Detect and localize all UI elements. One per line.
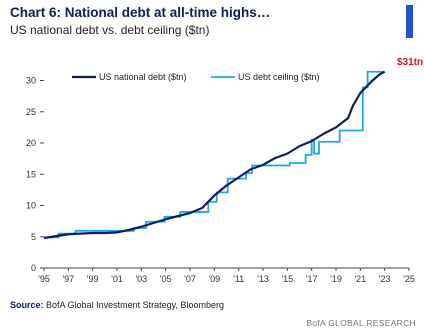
- y-tick-label: 20: [26, 138, 36, 148]
- x-tick-label: '05: [160, 274, 172, 284]
- x-tick-label: '25: [403, 274, 415, 284]
- x-tick-label: '23: [379, 274, 391, 284]
- x-tick-label: '17: [306, 274, 318, 284]
- y-tick-label: 5: [31, 232, 36, 242]
- y-tick-label: 30: [26, 76, 36, 86]
- axes: '95 '97 '99 '01 '03 '05 '07 '09 '11 '13 '15 '17 '19 '…: [26, 76, 415, 285]
- series-debt-ceiling: [44, 70, 385, 239]
- x-tick-label: '95: [38, 274, 50, 284]
- x-tick-label: '01: [111, 274, 123, 284]
- series-national-debt: [43, 70, 386, 240]
- x-tick-label: '07: [184, 274, 196, 284]
- footer-brand: BofA GLOBAL RESEARCH: [306, 318, 416, 328]
- y-tick-label: 0: [31, 263, 36, 273]
- source-note: Source: BofA Global Investment Strategy,…: [10, 300, 224, 310]
- x-tick-label: '11: [233, 274, 244, 284]
- brand-accent-bar: [406, 5, 413, 38]
- y-tick-label: 15: [26, 169, 36, 179]
- legend-label-debt-ceiling: US debt ceiling ($tn): [238, 72, 320, 82]
- x-tick-label: '21: [354, 274, 366, 284]
- x-tick-label: '19: [330, 274, 342, 284]
- x-tick-label: '13: [257, 274, 269, 284]
- legend: US national debt ($tn) US debt ceiling ($…: [72, 72, 320, 82]
- chart-subtitle: US national debt vs. debt ceiling ($tn): [10, 23, 210, 37]
- chart-title: Chart 6: National debt at all-time highs…: [10, 5, 271, 20]
- y-tick-label: 10: [26, 201, 36, 211]
- debt-ceiling-line: [44, 70, 385, 239]
- line-chart: '95 '97 '99 '01 '03 '05 '07 '09 '11 '13 '15 '17 '19 '…: [26, 57, 423, 285]
- end-value-label: $31tn: [397, 57, 423, 68]
- national-debt-line: [43, 70, 386, 240]
- source-text: BofA Global Investment Strategy, Bloombe…: [46, 300, 224, 310]
- x-tick-label: '99: [87, 274, 99, 284]
- source-label: Source:: [10, 300, 44, 310]
- x-tick-label: '09: [208, 274, 220, 284]
- x-tick-label: '97: [62, 274, 74, 284]
- y-tick-label: 25: [26, 107, 36, 117]
- x-tick-label: '15: [281, 274, 293, 284]
- legend-label-national-debt: US national debt ($tn): [99, 72, 187, 82]
- x-tick-label: '03: [135, 274, 147, 284]
